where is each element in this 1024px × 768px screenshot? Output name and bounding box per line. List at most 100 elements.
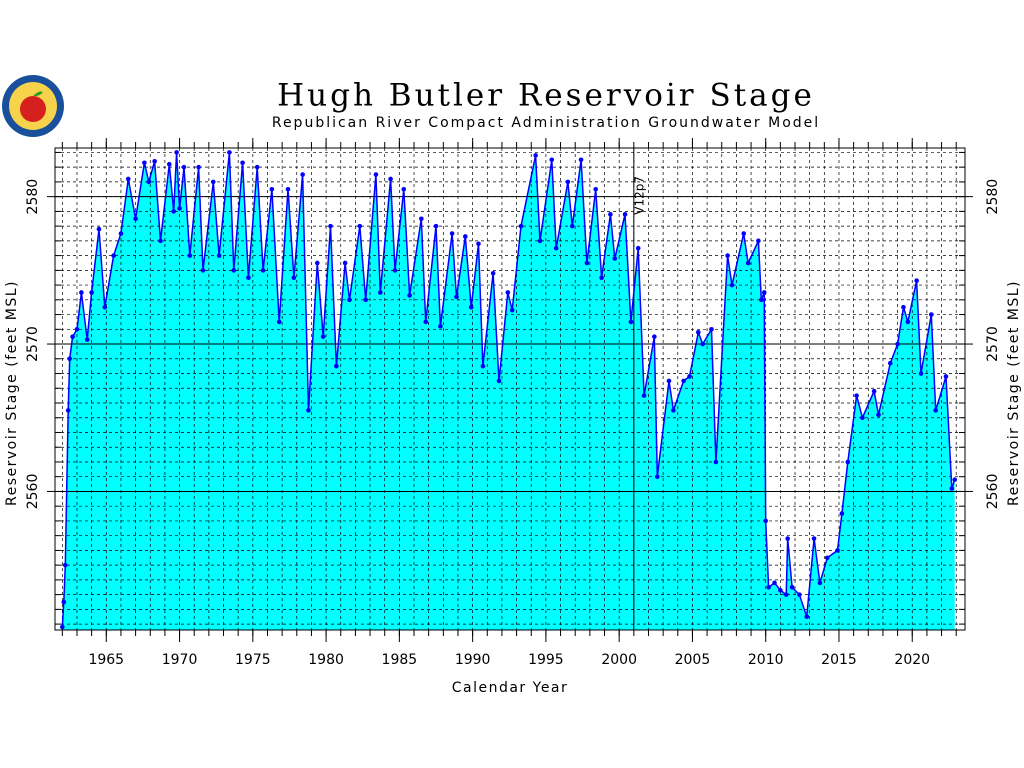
point [789,584,795,590]
point [952,477,958,482]
x-tick-label: 1970 [162,652,198,668]
logo [2,75,64,137]
point [608,212,613,217]
point [70,334,75,339]
point [320,334,326,339]
point [181,164,187,170]
point [729,282,735,288]
point [449,231,455,236]
point [687,374,692,379]
point [231,268,237,273]
point [817,580,823,586]
point [635,245,641,251]
point [565,179,571,185]
point [133,216,138,222]
x-tick-label: 2010 [748,652,784,668]
point [578,157,584,163]
point [778,587,783,593]
point [347,297,352,303]
point [628,319,634,325]
point [745,260,751,266]
point [785,536,790,541]
point [772,580,777,586]
point [65,408,71,413]
point [200,268,206,273]
point [622,212,628,217]
y2-axis-label: Reservoir Stage (feet MSL) [1006,280,1022,506]
point [291,275,297,281]
point [490,270,496,276]
point [187,253,193,258]
point [468,304,474,310]
point [454,294,459,300]
point [84,337,90,342]
point [835,548,840,553]
point [158,238,163,244]
point [373,172,379,177]
point [593,186,599,192]
y2-tick-label: 2560 [985,474,1001,510]
point [269,186,275,192]
point [914,278,919,283]
x-tick-label: 2015 [821,652,857,668]
area-fill [62,152,955,630]
annotation-label: V12p7 [632,176,646,215]
point [553,245,559,251]
point [811,536,817,541]
point [700,341,705,347]
point [671,408,676,413]
point [334,363,339,369]
x-tick-label: 1985 [382,652,418,668]
point [713,459,719,465]
point [537,238,543,244]
point [216,253,222,258]
x-tick-label: 1980 [308,652,344,668]
point [584,260,590,266]
point [357,223,363,229]
point [652,334,657,339]
y-tick-label: 2570 [25,326,41,362]
point [246,275,251,281]
point [569,223,575,229]
point [276,319,282,325]
point [152,158,157,164]
point [285,186,291,192]
point [419,216,424,222]
point [824,555,830,561]
point [756,238,761,244]
point [518,223,524,229]
point [476,241,481,247]
y2-tick-label: 2570 [985,326,1001,362]
x-tick-label: 2005 [675,652,711,668]
point [766,584,771,590]
logo-apple [20,96,46,122]
point [388,176,393,182]
point [761,290,767,295]
point [839,511,845,516]
logo-leaf [33,91,43,97]
point [759,297,764,303]
point [89,290,94,295]
point [895,341,900,347]
point [378,290,383,295]
x-tick-label: 1995 [528,652,564,668]
point [315,260,320,266]
point [79,290,84,295]
point [146,179,152,185]
point [928,312,934,317]
point [804,614,810,620]
point [392,268,398,273]
point [741,231,747,236]
point [887,360,893,366]
point [505,290,511,295]
point [254,164,260,170]
point [509,307,515,313]
point [763,518,769,524]
point [260,268,266,273]
point [599,275,604,281]
point [549,157,555,163]
point [918,371,924,376]
point [125,176,131,182]
point [641,393,647,398]
point [438,324,443,329]
